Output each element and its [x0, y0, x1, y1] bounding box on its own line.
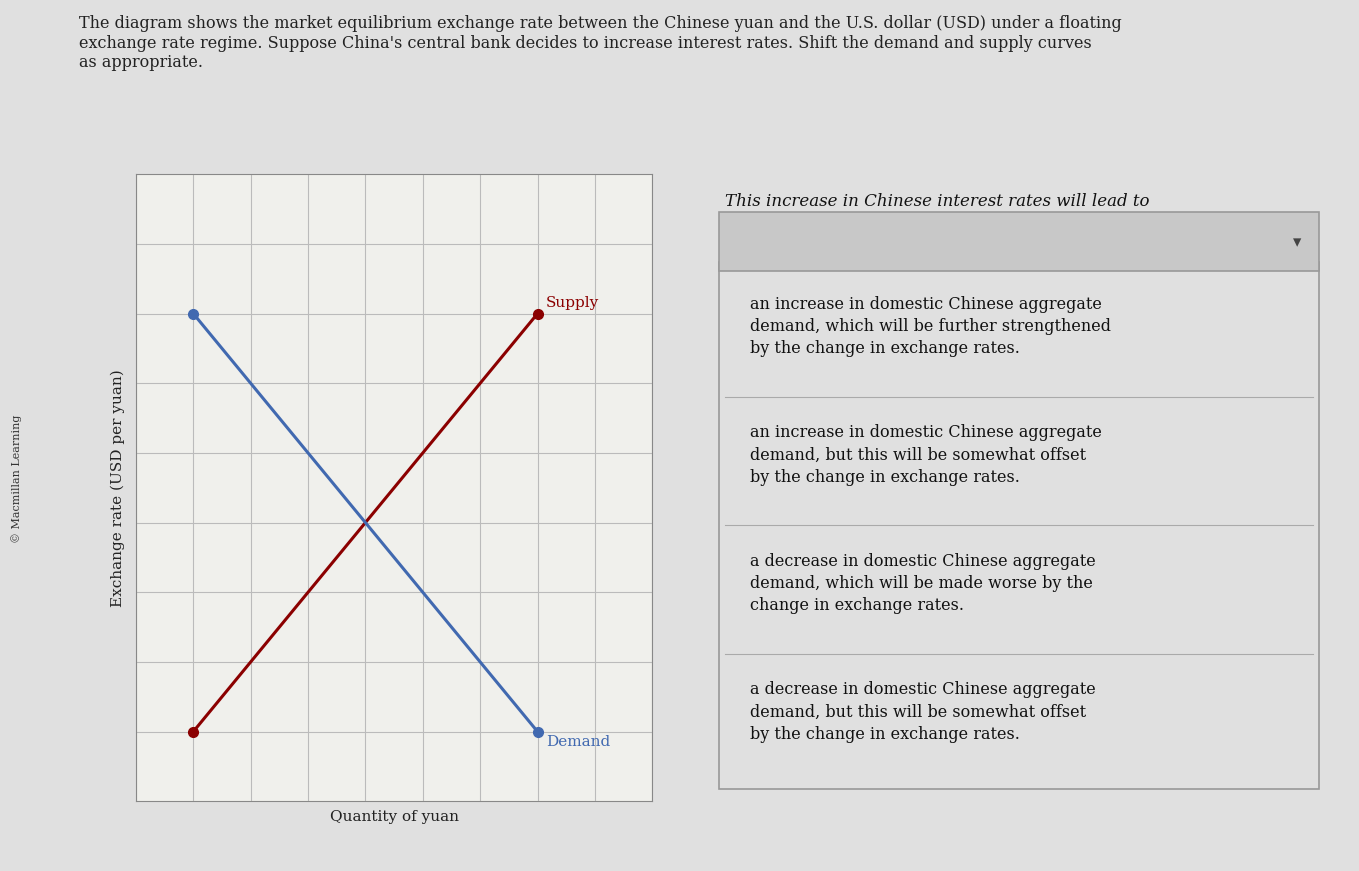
Text: This increase in Chinese interest rates will lead to: This increase in Chinese interest rates … — [726, 193, 1150, 210]
Text: © Macmillan Learning: © Macmillan Learning — [12, 415, 22, 544]
Text: a decrease in domestic Chinese aggregate
demand, which will be made worse by the: a decrease in domestic Chinese aggregate… — [750, 553, 1097, 614]
Y-axis label: Exchange rate (USD per yuan): Exchange rate (USD per yuan) — [110, 369, 125, 606]
Text: Demand: Demand — [546, 735, 610, 749]
Text: The diagram shows the market equilibrium exchange rate between the Chinese yuan : The diagram shows the market equilibrium… — [79, 16, 1123, 71]
Text: a decrease in domestic Chinese aggregate
demand, but this will be somewhat offse: a decrease in domestic Chinese aggregate… — [750, 681, 1097, 743]
Text: ▾: ▾ — [1294, 233, 1302, 251]
FancyBboxPatch shape — [719, 262, 1320, 789]
Text: an increase in domestic Chinese aggregate
demand, which will be further strength: an increase in domestic Chinese aggregat… — [750, 295, 1112, 357]
Text: Supply: Supply — [546, 296, 599, 310]
FancyBboxPatch shape — [719, 212, 1320, 272]
X-axis label: Quantity of yuan: Quantity of yuan — [330, 810, 458, 824]
Text: an increase in domestic Chinese aggregate
demand, but this will be somewhat offs: an increase in domestic Chinese aggregat… — [750, 424, 1102, 485]
